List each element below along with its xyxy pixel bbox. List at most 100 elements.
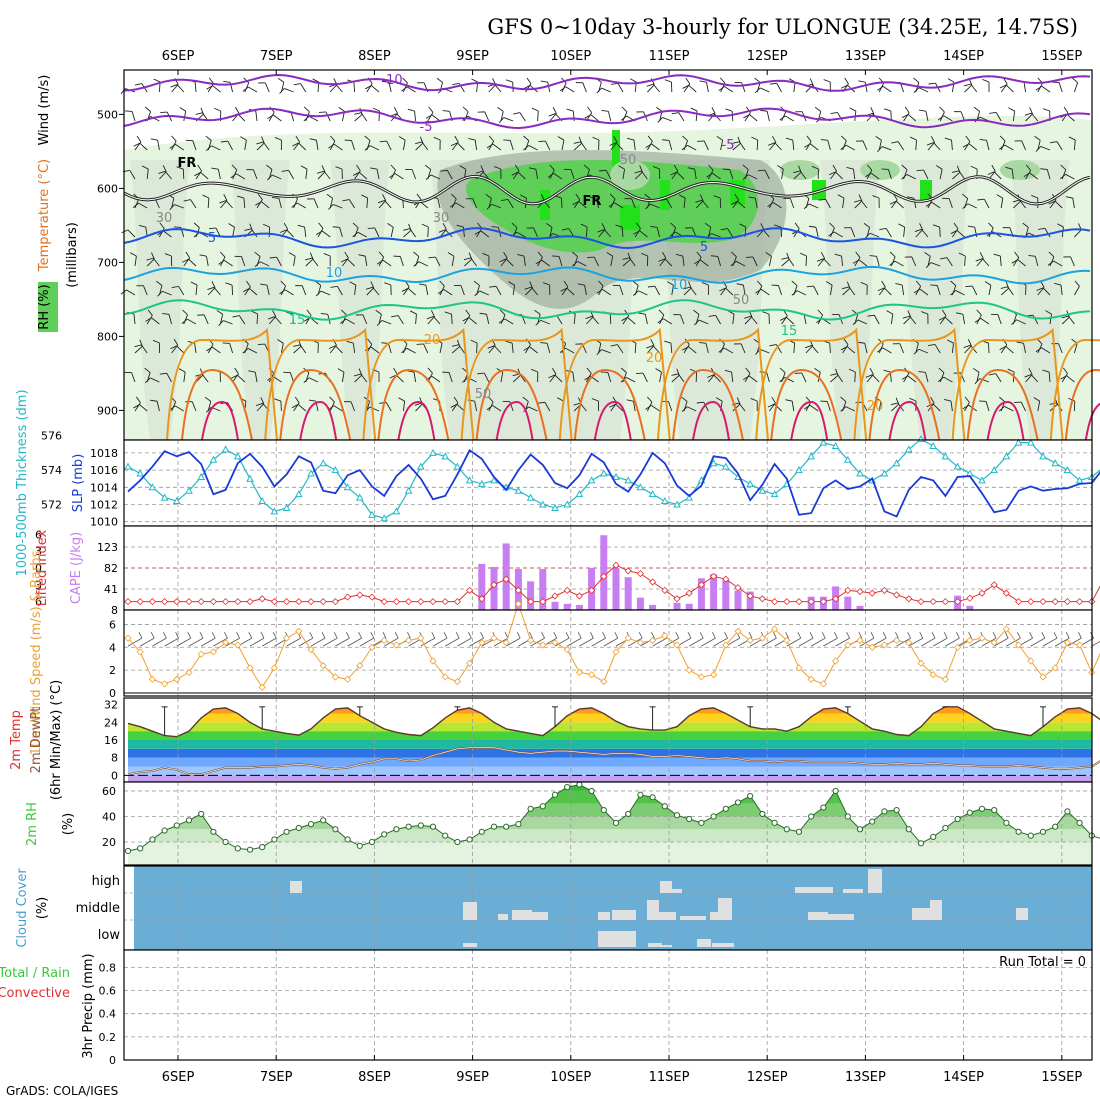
wind-barb bbox=[237, 374, 246, 383]
wind-barb-flag bbox=[793, 170, 801, 174]
wind-barb-flag bbox=[451, 193, 457, 200]
wind-barb-flag bbox=[941, 309, 947, 317]
wind-barb-flag bbox=[293, 344, 301, 347]
wind-barb bbox=[744, 316, 753, 325]
wind-barb bbox=[335, 345, 343, 354]
cape-bar bbox=[844, 596, 852, 610]
wind-barb bbox=[1005, 346, 1014, 354]
lifted-index-line-point bbox=[258, 595, 266, 603]
wind-barb bbox=[1073, 82, 1079, 93]
wind-barb-flag bbox=[475, 170, 483, 174]
wind-barb bbox=[333, 143, 343, 151]
wind-barb-10m bbox=[347, 637, 362, 647]
wind-barb-flag bbox=[828, 171, 836, 176]
wind-barb bbox=[176, 84, 185, 93]
wind-barb bbox=[958, 170, 965, 180]
wind-barb bbox=[296, 202, 307, 209]
wind-barb-flag bbox=[950, 290, 956, 296]
wind-barb bbox=[437, 198, 441, 209]
wind-barb-10m-flag bbox=[248, 631, 253, 639]
wind-barb bbox=[446, 170, 453, 180]
wind-barb-flag bbox=[418, 283, 426, 286]
wind-barb-flag bbox=[232, 315, 240, 318]
wind-barb bbox=[848, 286, 856, 296]
wind-barb-flag bbox=[840, 346, 848, 351]
thickness-line-point bbox=[307, 469, 315, 477]
wind-barb bbox=[435, 256, 441, 267]
wind-barb bbox=[1031, 112, 1039, 122]
wind-speed-line-point bbox=[807, 675, 815, 683]
wind-barb-flag bbox=[335, 166, 343, 170]
wind-barb-flag bbox=[244, 228, 252, 231]
wind-barb bbox=[732, 256, 737, 267]
wind-barb-10m bbox=[762, 637, 777, 647]
wind-barb-10m bbox=[310, 637, 326, 647]
wind-barb bbox=[732, 314, 735, 325]
isotherm-30 bbox=[1084, 402, 1100, 441]
wind-barb-flag bbox=[372, 107, 380, 112]
thickness-line-point bbox=[1002, 452, 1011, 460]
wind-barb bbox=[837, 112, 843, 122]
wind-barb-flag bbox=[150, 138, 158, 141]
wind-barb bbox=[259, 261, 270, 267]
wind-barb bbox=[236, 173, 246, 180]
wind-frame bbox=[123, 609, 1093, 697]
wind-barb-10m bbox=[652, 637, 667, 647]
wind-barb bbox=[930, 262, 941, 267]
thickness-line-point bbox=[843, 455, 852, 463]
wind-barb-flag bbox=[864, 172, 872, 178]
wind-barb-flag bbox=[989, 111, 997, 114]
wind-barb-flag bbox=[279, 88, 285, 94]
wind-barb-flag bbox=[312, 78, 320, 83]
wind-barb-flag bbox=[774, 224, 782, 228]
wind-barb bbox=[370, 346, 380, 354]
wind-barb-flag bbox=[447, 252, 455, 257]
wind-barb-flag bbox=[1029, 107, 1033, 114]
precip-tick-label: 0.2 bbox=[99, 1031, 117, 1044]
wind-barb bbox=[699, 319, 709, 325]
wind-speed-line-point bbox=[405, 636, 413, 644]
wind-barb-flag bbox=[364, 85, 372, 90]
wind-barb bbox=[921, 229, 929, 238]
wind-barb bbox=[203, 314, 209, 325]
wind-barb bbox=[525, 287, 533, 296]
isotherm-25 bbox=[770, 368, 843, 441]
ylabel-minmax: (6hr Min/Max) (°C) bbox=[49, 680, 64, 800]
wind-barb-flag bbox=[439, 280, 445, 287]
wind-barb bbox=[647, 345, 655, 354]
cape-bar bbox=[734, 590, 742, 610]
wind-barb-flag bbox=[638, 312, 646, 315]
isotherm-25 bbox=[279, 368, 352, 441]
isotherm-25 bbox=[966, 368, 1039, 441]
isotherm-30 bbox=[397, 400, 436, 441]
wind-barb-flag bbox=[881, 168, 889, 170]
slp-background bbox=[124, 440, 1092, 526]
wind-barb bbox=[740, 343, 746, 354]
wind-barb-flag bbox=[488, 396, 494, 403]
rh2m-line-point bbox=[137, 845, 144, 852]
lifted-index-line-point bbox=[807, 598, 815, 606]
li-tick-label: 0 bbox=[35, 562, 42, 575]
wind-barb-flag bbox=[918, 371, 926, 373]
wind-barb-flag bbox=[1024, 112, 1032, 116]
wind-barb bbox=[769, 142, 777, 151]
wind-barb bbox=[781, 111, 787, 122]
wind-barb-10m-flag bbox=[968, 631, 972, 639]
wind-barb bbox=[823, 258, 831, 267]
wind-barb bbox=[1000, 344, 1008, 354]
wind-barb bbox=[1030, 374, 1039, 383]
wind-barb-flag bbox=[977, 198, 985, 201]
wind-barb-flag bbox=[811, 165, 819, 170]
cape-bar bbox=[612, 568, 620, 610]
lifted-index-line-point bbox=[1063, 598, 1071, 606]
wind-barb-flag bbox=[950, 280, 957, 286]
wind-barb bbox=[339, 227, 343, 238]
wind-barb bbox=[866, 374, 874, 383]
wind-barb-flag bbox=[401, 347, 408, 354]
wind-barb-flag bbox=[817, 309, 823, 316]
rh2m-line-point bbox=[198, 810, 205, 818]
ylabel-cloud-cover: Cloud Cover bbox=[15, 868, 30, 948]
wind-barb-flag bbox=[1061, 315, 1069, 319]
wind-barb bbox=[615, 142, 624, 151]
rh2m-line-point bbox=[539, 803, 546, 810]
